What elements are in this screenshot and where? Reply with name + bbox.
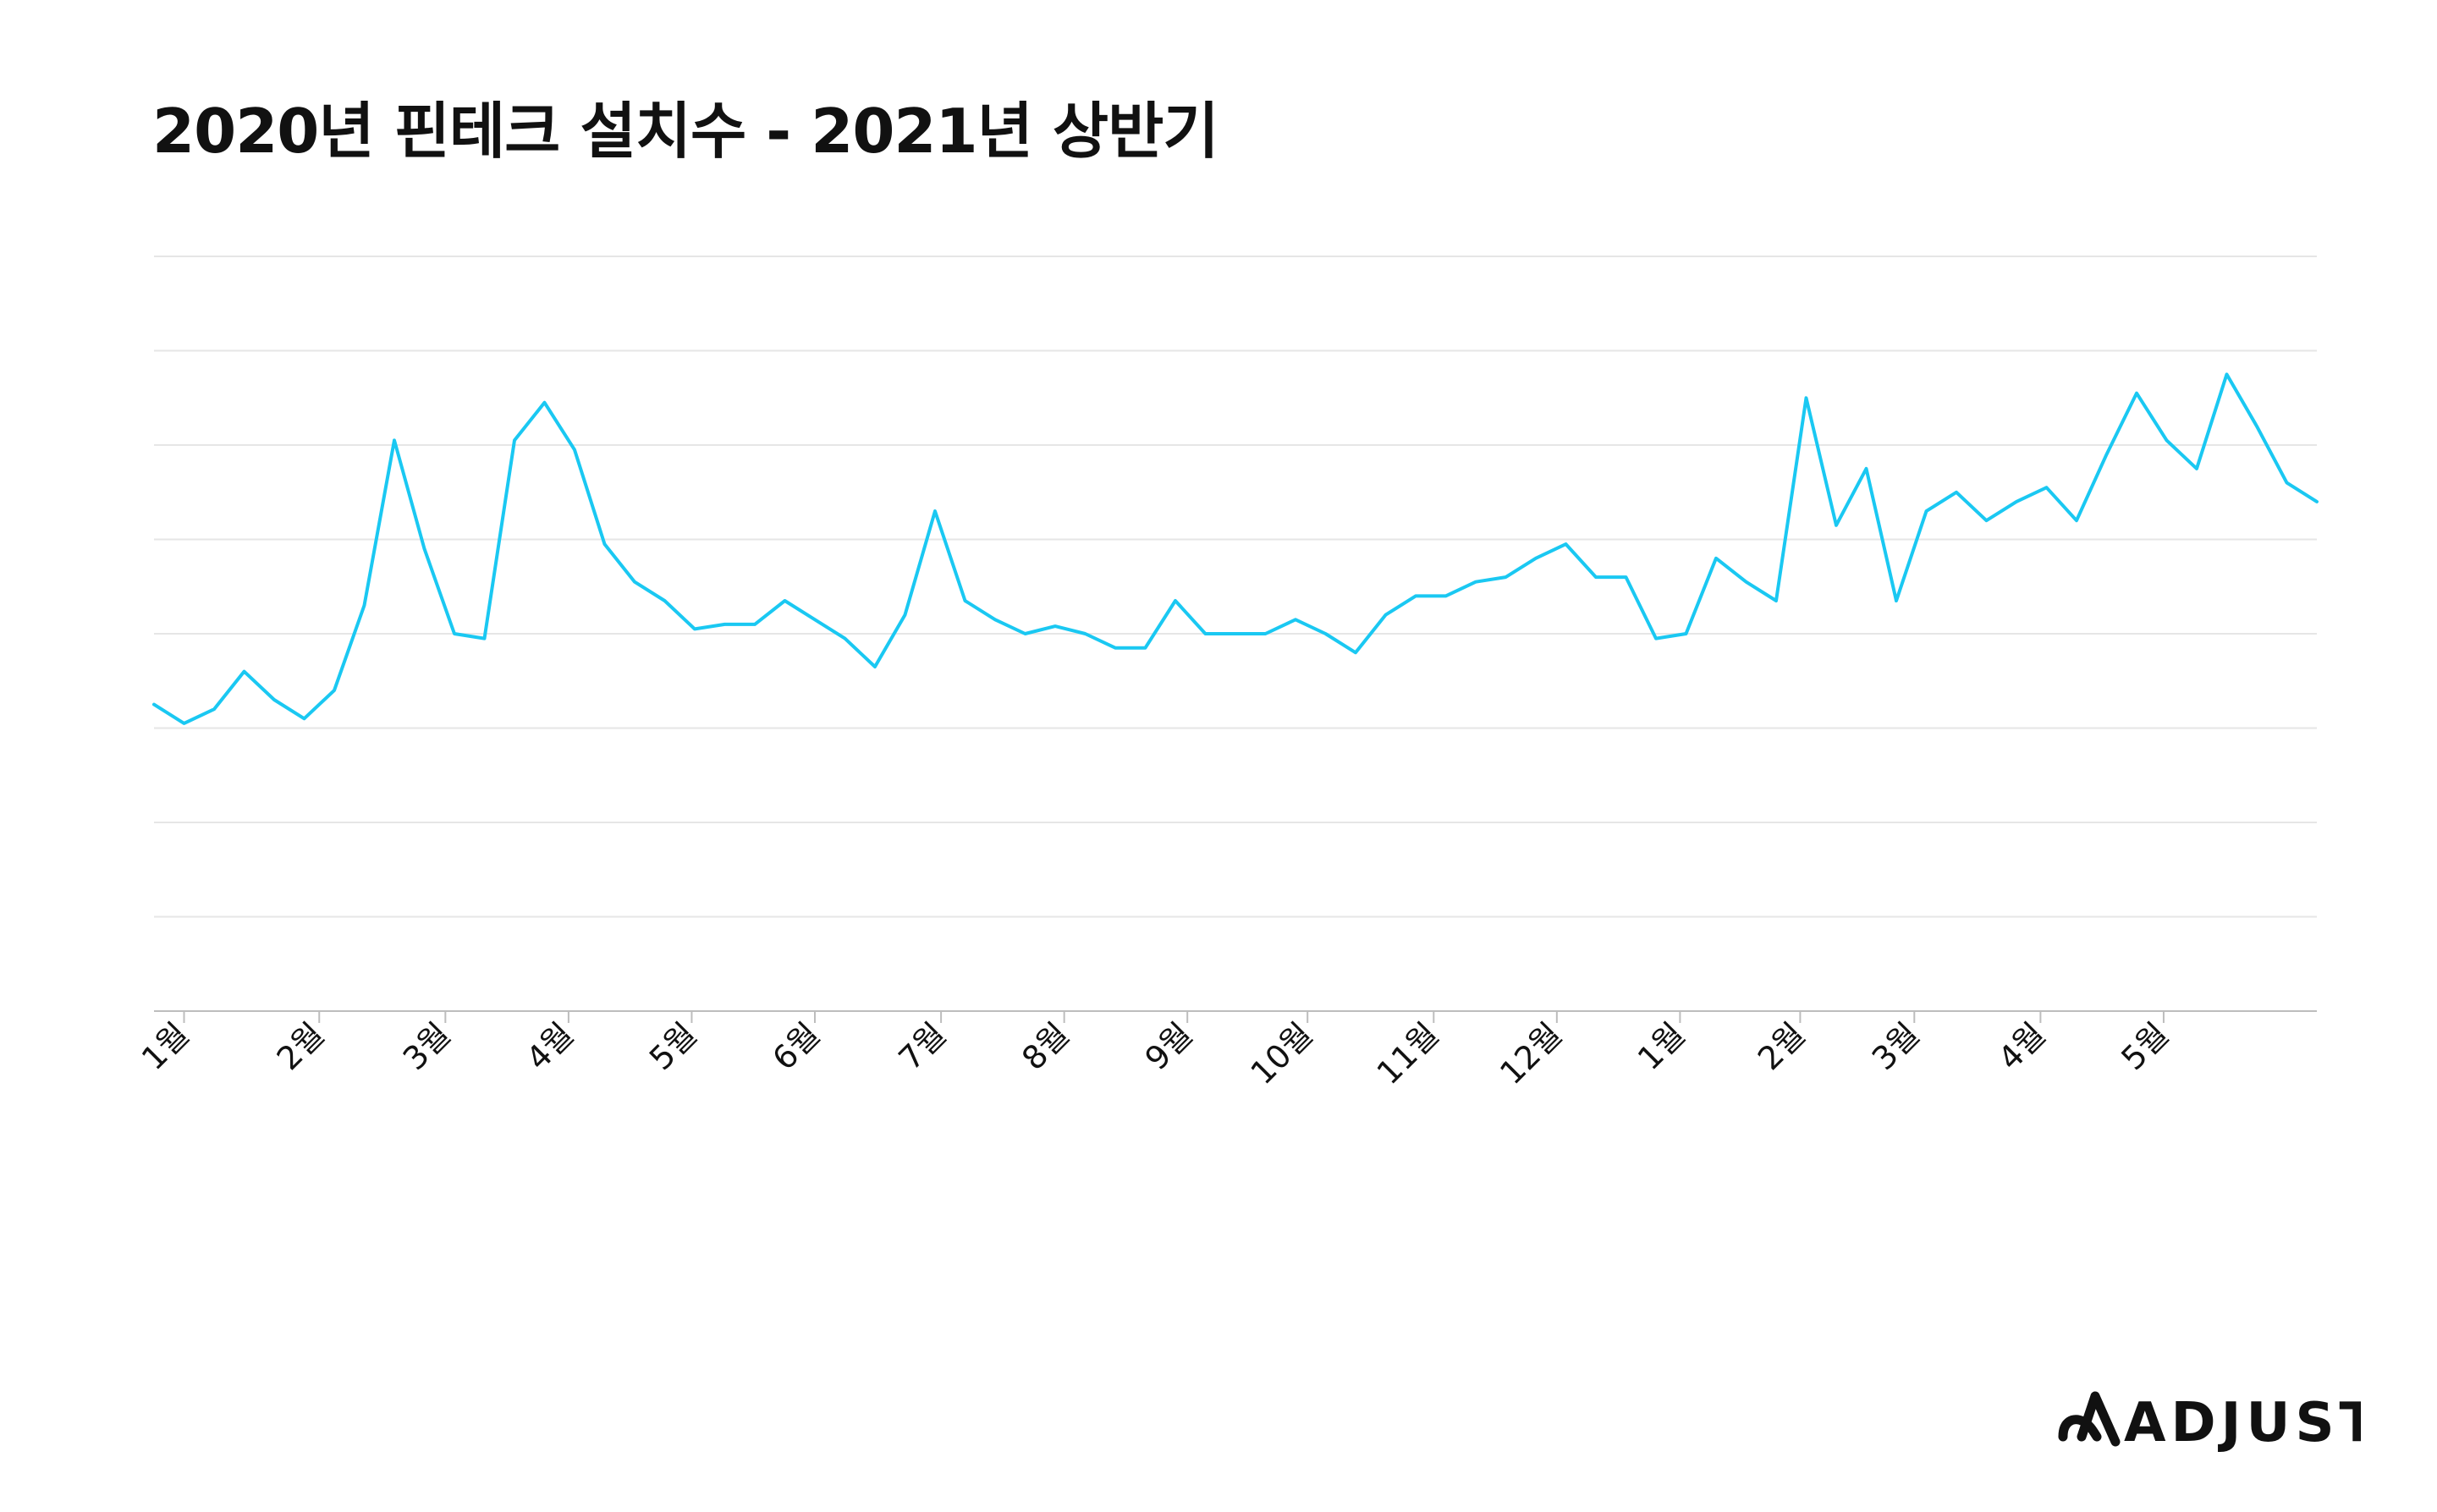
x-tick-label: 5월 <box>2114 1015 2176 1077</box>
data-point <box>1174 599 1177 602</box>
data-point <box>1985 519 1989 522</box>
data-point <box>1234 632 1237 635</box>
data-point <box>1474 580 1477 584</box>
data-point <box>423 547 426 551</box>
data-point <box>2286 481 2289 485</box>
data-point <box>1084 632 1087 635</box>
x-tick-label: 9월 <box>1138 1015 1200 1077</box>
data-point <box>1444 594 1448 597</box>
data-point <box>2165 438 2169 442</box>
series-line <box>152 372 2319 725</box>
data-point <box>1053 624 1057 628</box>
data-point <box>363 604 366 608</box>
data-point <box>1895 599 1898 602</box>
data-point <box>1144 646 1147 650</box>
data-point <box>663 599 667 602</box>
data-point <box>1835 524 1838 527</box>
data-point <box>693 627 696 630</box>
data-point <box>543 401 547 404</box>
data-point <box>603 542 607 546</box>
data-point <box>1925 509 1928 513</box>
data-point <box>1685 632 1688 635</box>
data-point <box>993 618 997 621</box>
data-point <box>844 637 847 641</box>
data-point <box>513 438 516 442</box>
gridlines <box>154 256 2317 918</box>
x-tick-label: 1월 <box>135 1015 196 1077</box>
data-point <box>2135 392 2138 395</box>
data-point <box>2315 500 2319 503</box>
data-point <box>1414 594 1417 597</box>
data-point <box>933 509 937 513</box>
data-point <box>723 623 727 626</box>
x-tick-label: 2월 <box>270 1015 332 1077</box>
data-point <box>1384 613 1388 617</box>
data-point <box>1324 632 1328 635</box>
data-point <box>1294 618 1297 621</box>
data-point <box>2045 486 2049 489</box>
data-point <box>964 599 967 602</box>
data-point <box>303 717 306 720</box>
brand-wordmark: ADJUST <box>2124 1392 2361 1454</box>
x-tick-label: 2월 <box>1751 1015 1813 1077</box>
x-tick-label: 4월 <box>1991 1015 2053 1077</box>
data-point <box>873 665 877 668</box>
adjust-logo-icon <box>2058 1391 2121 1447</box>
data-point <box>633 580 636 584</box>
data-point <box>2255 425 2258 428</box>
x-tick-label: 4월 <box>519 1015 580 1077</box>
data-point <box>483 637 487 641</box>
x-tick-label: 7월 <box>892 1015 954 1077</box>
x-tick-label: 8월 <box>1015 1015 1076 1077</box>
data-point <box>1024 632 1027 635</box>
data-point <box>1805 396 1808 399</box>
brand-logo: ADJUST <box>2058 1391 2361 1454</box>
data-point <box>453 632 456 635</box>
data-point <box>183 722 186 725</box>
data-point <box>2015 500 2018 503</box>
data-point <box>1565 542 1568 546</box>
data-point <box>2075 519 2078 522</box>
data-point <box>1264 632 1268 635</box>
x-ticks: 1월 2월 3월 4월 5월 6월 7월 8월 9월 10월 11월 12월 1월 2월 3월 4월 5월 <box>135 1011 2176 1091</box>
data-point <box>333 689 336 692</box>
data-point <box>1625 575 1628 579</box>
x-tick-label: 10월 <box>1244 1015 1320 1091</box>
data-point <box>1204 632 1207 635</box>
x-tick-label: 1월 <box>1631 1015 1692 1077</box>
data-point <box>1534 557 1538 560</box>
x-tick-label: 3월 <box>396 1015 458 1077</box>
data-point <box>1955 491 1958 494</box>
data-point <box>1354 651 1357 654</box>
series-layer <box>152 372 2319 725</box>
data-point <box>1594 575 1598 579</box>
data-point <box>243 670 246 674</box>
data-point <box>212 707 216 711</box>
data-point <box>2195 467 2198 470</box>
data-point <box>272 698 276 701</box>
x-tick-label: 11월 <box>1370 1015 1446 1091</box>
data-point <box>784 599 787 602</box>
data-point <box>1505 575 1508 579</box>
x-tick-label: 3월 <box>1865 1015 1927 1077</box>
data-point <box>813 618 817 621</box>
data-point <box>1114 646 1117 650</box>
data-point <box>1865 467 1868 470</box>
data-point <box>393 438 396 442</box>
data-point <box>2105 453 2109 456</box>
data-point <box>152 703 156 707</box>
data-point <box>1654 637 1658 641</box>
data-point <box>1714 557 1718 560</box>
x-tick-label: 6월 <box>765 1015 827 1077</box>
x-tick-label: 5월 <box>642 1015 704 1077</box>
data-point <box>1774 599 1778 602</box>
chart-title: 2020년 핀테크 설치수 - 2021년 상반기 <box>152 96 1219 167</box>
x-tick-label: 12월 <box>1493 1015 1569 1091</box>
data-point <box>2225 372 2229 376</box>
data-point <box>573 448 576 452</box>
data-point <box>753 623 756 626</box>
data-point <box>904 613 907 617</box>
data-point <box>1745 580 1748 584</box>
